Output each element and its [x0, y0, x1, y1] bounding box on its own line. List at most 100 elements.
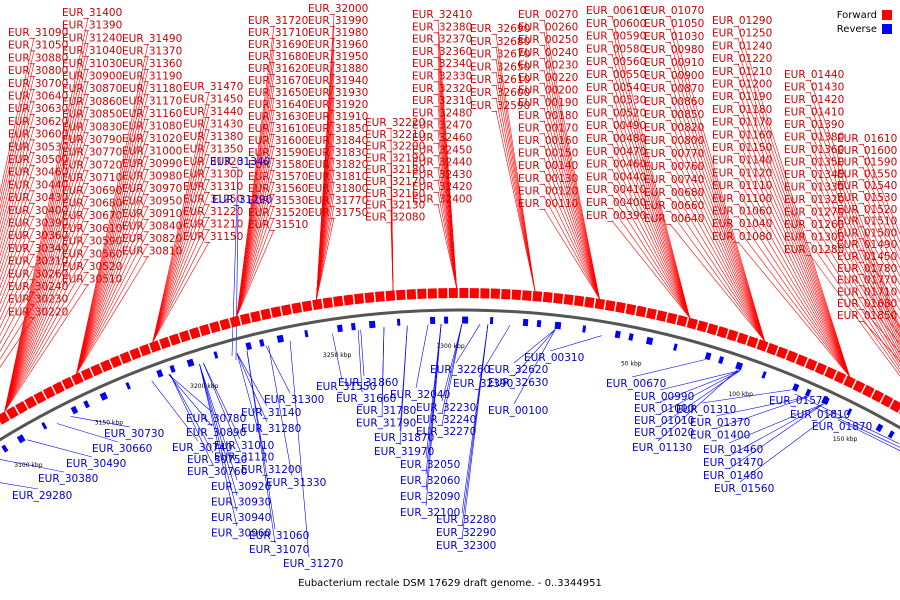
- gene-connector-line: [76, 193, 149, 374]
- reverse-gene-label: EUR_30750: [187, 454, 247, 466]
- forward-gene-label: EUR_00490: [586, 120, 646, 132]
- forward-gene-label: EUR_01250: [712, 28, 772, 40]
- forward-gene-label: EUR_30530: [8, 141, 68, 153]
- forward-gene-label: EUR_32330: [412, 71, 472, 83]
- gene-connector-line: [543, 208, 600, 300]
- reverse-gene-label: EUR_00670: [606, 378, 666, 390]
- gene-connector-line: [56, 423, 119, 443]
- reverse-gene-label: EUR_30490: [66, 458, 126, 470]
- forward-gene-label: EUR_00400: [586, 197, 646, 209]
- gene-connector-line: [169, 373, 214, 454]
- reverse-gene-label: EUR_31140: [241, 407, 301, 419]
- forward-gene-label: EUR_31190: [122, 71, 182, 83]
- forward-gene-label: EUR_00640: [644, 213, 704, 225]
- gene-connector-line: [76, 131, 149, 374]
- forward-gene-label: EUR_00480: [586, 133, 646, 145]
- gene-connector-line: [611, 156, 690, 318]
- forward-gene-label: EUR_01710: [837, 286, 897, 298]
- forward-gene-label: EUR_32600: [470, 87, 530, 99]
- forward-gene-label: EUR_32180: [365, 164, 425, 176]
- gene-connector-line: [76, 256, 149, 374]
- gene-connector-line: [809, 254, 900, 377]
- forward-gene-label: EUR_31440: [183, 106, 243, 118]
- axis-tick-label: 3300 kbp: [436, 343, 464, 350]
- gene-connector-line: [495, 85, 536, 292]
- forward-gene-label: EUR_01350: [784, 157, 844, 169]
- gene-connector-line: [669, 15, 765, 342]
- gene-connector-line: [4, 246, 89, 412]
- gene-connector-line: [235, 204, 239, 361]
- gene-connector-line: [4, 182, 89, 412]
- gene-connector-line: [737, 102, 850, 377]
- gene-connector-line: [236, 121, 275, 317]
- gene-connector-line: [809, 192, 900, 360]
- gene-connector-line: [461, 324, 489, 540]
- reverse-gene-label: EUR_01870: [812, 421, 872, 433]
- forward-gene-label: EUR_01150: [712, 142, 772, 154]
- reverse-gene-label: EUR_32240: [416, 414, 476, 426]
- forward-gene-label: EUR_00760: [644, 161, 704, 173]
- forward-gene-label: EUR_01490: [837, 239, 897, 251]
- reverse-gene-label: EUR_32280: [436, 514, 496, 526]
- forward-gene-label: EUR_30900: [62, 71, 122, 83]
- gene-connector-line: [737, 63, 850, 377]
- forward-gene-label: EUR_01110: [712, 180, 772, 192]
- forward-gene-label: EUR_00850: [644, 109, 704, 121]
- gene-connector-line: [169, 373, 214, 466]
- gene-connector-line: [76, 118, 149, 374]
- reverse-gene-label: EUR_32630: [488, 377, 548, 389]
- axis-tick-label: 3150 kbp: [95, 420, 123, 427]
- forward-gene-label: EUR_01160: [712, 129, 772, 141]
- forward-gene-label: EUR_31490: [122, 33, 182, 45]
- forward-gene-label: EUR_31520: [248, 207, 308, 219]
- reverse-gene-label: EUR_31970: [374, 446, 434, 458]
- forward-gene-label: EUR_01440: [784, 69, 844, 81]
- genome-track: [0, 288, 900, 456]
- gene-connector-line: [669, 184, 765, 342]
- gene-connector-line: [76, 106, 149, 374]
- forward-gene-label: EUR_00660: [644, 200, 704, 212]
- forward-gene-label: EUR_30430: [8, 192, 68, 204]
- forward-gene-label: EUR_30790: [62, 134, 122, 146]
- gene-connector-line: [76, 81, 149, 374]
- gene-connector-line: [611, 118, 690, 318]
- gene-connector-line: [0, 304, 35, 360]
- forward-gene-label: EUR_00250: [518, 34, 578, 46]
- forward-gene-label: EUR_31990: [308, 15, 368, 27]
- gene-connector-line: [495, 110, 536, 292]
- axis-tick-label: 3250 kbp: [323, 352, 351, 359]
- gene-connector-line: [862, 297, 900, 345]
- reverse-gene-label: EUR_31330: [266, 477, 326, 489]
- forward-gene-label: EUR_00150: [518, 148, 578, 160]
- gene-connector-line: [737, 38, 850, 377]
- forward-gene-label: EUR_30240: [8, 281, 68, 293]
- forward-gene-label: EUR_00200: [518, 85, 578, 97]
- gene-connector-line: [76, 181, 149, 374]
- gene-connector-line: [862, 285, 900, 337]
- forward-gene-label: EUR_00590: [586, 31, 646, 43]
- gene-connector-line: [236, 109, 275, 317]
- gene-connector-line: [152, 166, 210, 342]
- forward-gene-label: EUR_31450: [183, 94, 243, 106]
- gene-connector-line: [737, 229, 850, 377]
- gene-connector-line: [151, 380, 199, 442]
- gene-connector-line: [152, 154, 210, 342]
- forward-gene-label: EUR_01260: [784, 219, 844, 231]
- forward-gene-label: EUR_32340: [412, 58, 472, 70]
- gene-connector-line: [381, 327, 385, 417]
- gene-connector-line: [611, 143, 690, 318]
- reverse-gene-label: EUR_00990: [634, 391, 694, 403]
- forward-gene-label: EUR_00390: [586, 210, 646, 222]
- forward-gene-label: EUR_31310: [183, 181, 243, 193]
- forward-gene-label: EUR_31320: [183, 156, 243, 168]
- forward-gene-label: EUR_00800: [644, 135, 704, 147]
- gene-connector-line: [152, 191, 210, 343]
- forward-gene-label: EUR_30850: [62, 109, 122, 121]
- reverse-gene-label: EUR_01310: [676, 404, 736, 416]
- gene-connector-line: [809, 154, 900, 349]
- forward-gene-label: EUR_00120: [518, 185, 578, 197]
- forward-gene-label: EUR_30310: [8, 256, 68, 268]
- reverse-gene-label: EUR_00310: [524, 352, 584, 364]
- gene-connector-line: [399, 325, 408, 446]
- gene-connector-line: [737, 51, 850, 377]
